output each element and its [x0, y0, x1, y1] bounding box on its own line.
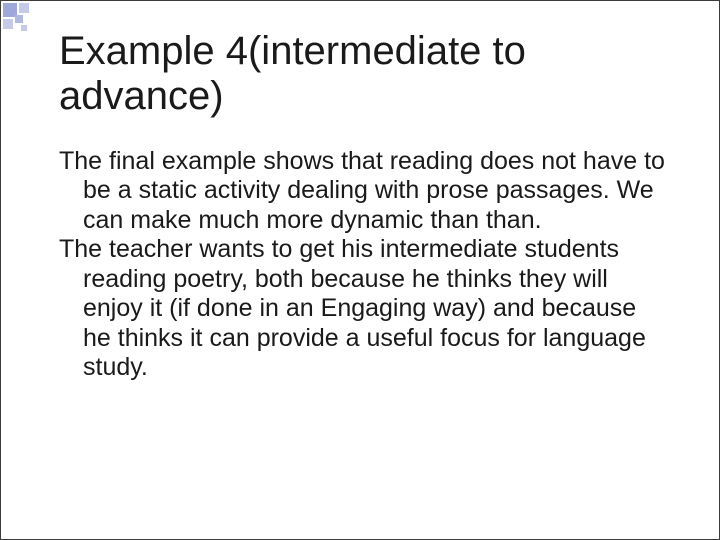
slide-body: The final example shows that reading doe… — [59, 147, 669, 383]
decor-square — [15, 15, 23, 23]
slide-content: Example 4(intermediate to advance) The f… — [1, 1, 719, 413]
decor-square — [21, 25, 27, 31]
body-paragraph-2: The teacher wants to get his intermediat… — [59, 235, 669, 383]
decor-square — [3, 19, 13, 29]
slide-frame: Example 4(intermediate to advance) The f… — [0, 0, 720, 540]
corner-decoration — [1, 1, 46, 46]
decor-square — [19, 3, 29, 13]
slide-title: Example 4(intermediate to advance) — [59, 29, 669, 119]
body-paragraph-1: The final example shows that reading doe… — [59, 147, 669, 236]
